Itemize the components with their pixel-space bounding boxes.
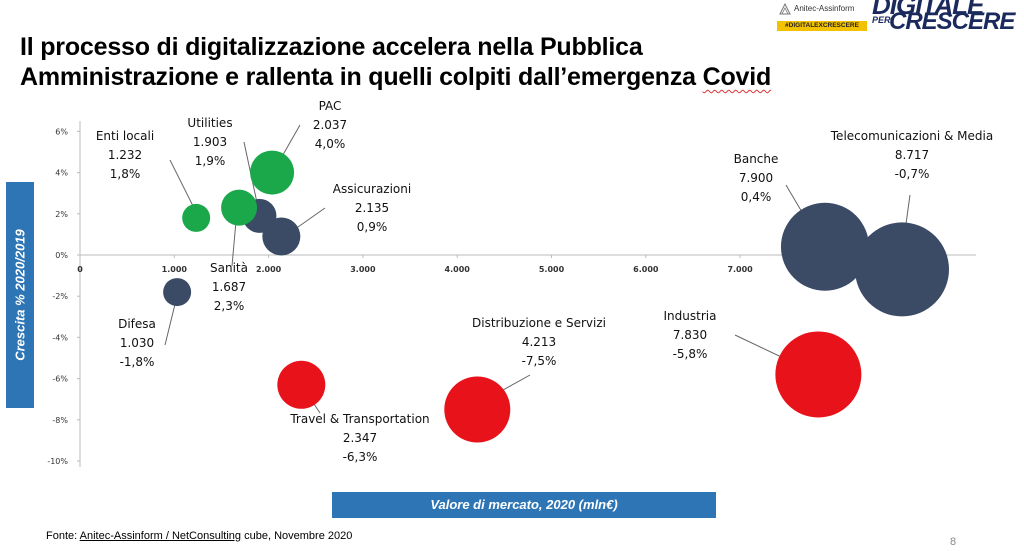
brand-digitale: DIGITALE [872, 0, 984, 20]
bubble-8 [775, 331, 862, 418]
bubble-label-growth: 0,4% [741, 190, 772, 204]
bubble-7 [444, 376, 511, 443]
bubble-0 [182, 203, 211, 232]
y-axis-label-box [6, 182, 34, 408]
bubble-10 [855, 222, 950, 317]
x-tick-label: 0 [77, 265, 83, 274]
bubble-label-value: 2.135 [355, 201, 389, 215]
x-tick-label: 6.000 [633, 265, 659, 274]
bubble-label-name: Assicurazioni [333, 182, 411, 196]
bubble-3 [262, 217, 301, 256]
x-tick-label: 1.000 [162, 265, 188, 274]
x-tick-label: 2.000 [256, 265, 282, 274]
bubble-9 [780, 202, 869, 291]
assinform-logo-text: Anitec-Assinform [794, 4, 855, 13]
title-line-2: Amministrazione e rallenta in quelli col… [20, 62, 880, 92]
bubble-label-value: 8.717 [895, 148, 929, 162]
x-tick-label: 3.000 [350, 265, 376, 274]
bubble-label-name: Telecomunicazioni & Media [830, 129, 993, 143]
x-tick-label: 5.000 [539, 265, 565, 274]
bubble-label-name: PAC [319, 99, 342, 113]
bubble-label-growth: 2,3% [214, 299, 245, 313]
bubble-label-name: Industria [664, 309, 717, 323]
bubble-label-name: Banche [734, 152, 779, 166]
leader-line [169, 159, 197, 213]
bubble-label-value: 2.037 [313, 118, 347, 132]
y-tick-label: 6% [55, 127, 68, 136]
source-link[interactable]: Anitec-Assinform / NetConsulting [79, 530, 242, 542]
bubble-label-growth: -0,7% [895, 167, 930, 181]
bubble-label-growth: -6,3% [343, 450, 378, 464]
x-axis-label-box [332, 492, 716, 518]
y-tick-label: -10% [47, 457, 68, 466]
bubble-label-name: Distribuzione e Servizi [472, 316, 606, 330]
bubble-label-name: Difesa [118, 317, 156, 331]
bubble-label-growth: -7,5% [522, 354, 557, 368]
bubble-label-name: Sanità [210, 261, 248, 275]
bubble-label-growth: -1,8% [120, 355, 155, 369]
bubble-5 [163, 278, 192, 307]
bubble-label-growth: 1,9% [195, 154, 226, 168]
source-prefix: Fonte: [46, 530, 80, 542]
source-note: Fonte: Anitec-Assinform / NetConsulting … [46, 530, 352, 542]
y-tick-label: -6% [52, 375, 68, 384]
brand-per: PER [872, 15, 891, 25]
bubble-4 [221, 189, 258, 226]
bubble-2 [250, 150, 295, 195]
y-tick-label: 4% [55, 169, 68, 178]
bubble-label-value: 1.903 [193, 135, 227, 149]
bubbles [163, 150, 950, 443]
bubble-label-name: Utilities [187, 116, 232, 130]
bubble-label-value: 2.347 [343, 431, 377, 445]
brand-crescere: CRESCERE [889, 8, 1015, 35]
bubble-6 [277, 360, 326, 409]
bubble-label-name: Enti locali [96, 129, 154, 143]
page-title: Il processo di digitalizzazione accelera… [20, 32, 880, 92]
y-tick-label: -8% [52, 416, 68, 425]
y-tick-label: -4% [52, 333, 68, 342]
x-axis-label: Valore di mercato, 2020 (mln€) [430, 497, 618, 512]
y-tick-label: 2% [55, 210, 68, 219]
bubble-label-value: 7.900 [739, 171, 773, 185]
source-suffix: cube, Novembre 2020 [241, 530, 353, 542]
title-line-2-text: Amministrazione e rallenta in quelli col… [20, 63, 703, 91]
bubble-label-value: 1.030 [120, 336, 154, 350]
bubble-label-value: 7.830 [673, 328, 707, 342]
y-tick-label: -2% [52, 292, 68, 301]
y-tick-label: 0% [55, 251, 68, 260]
bubble-label-growth: 1,8% [110, 167, 141, 181]
bubble-label-name: Travel & Transportation [289, 412, 429, 426]
x-tick-label: 4.000 [445, 265, 471, 274]
bubble-labels: Enti locali 1.232 1,8% Utilities 1.903 1,9% PA… [96, 99, 993, 464]
bubble-label-growth: 4,0% [315, 137, 346, 151]
page-number: 8 [950, 536, 957, 548]
assinform-mark-icon [779, 3, 791, 15]
hashtag-badge: #DIGITALEXCRESCERE [777, 21, 867, 31]
bubble-label-growth: 0,9% [357, 220, 388, 234]
bubble-label-growth: -5,8% [673, 347, 708, 361]
title-covid-word: Covid [702, 63, 772, 91]
bubble-label-value: 1.687 [212, 280, 246, 294]
title-line-1: Il processo di digitalizzazione accelera… [20, 33, 643, 61]
x-tick-label: 7.000 [727, 265, 753, 274]
bubble-label-value: 4.213 [522, 335, 556, 349]
bubble-label-value: 1.232 [108, 148, 142, 162]
